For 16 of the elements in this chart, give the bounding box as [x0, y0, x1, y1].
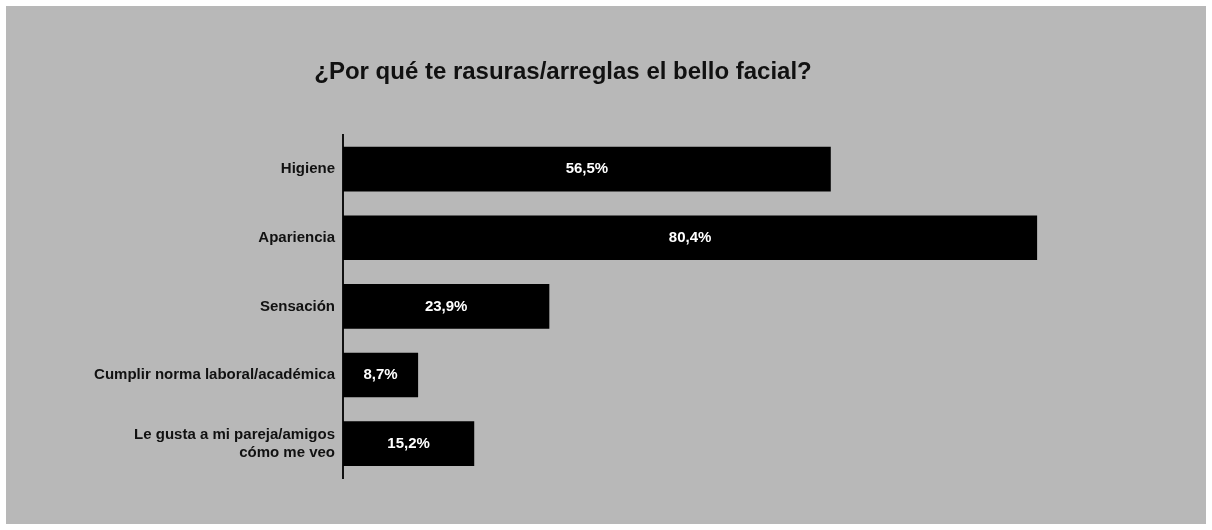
y-tick-label: Cumplir norma laboral/académica: [94, 365, 336, 383]
chart-title: ¿Por qué te rasuras/arreglas el bello facial?: [314, 57, 812, 85]
y-tick-label: Sensación: [259, 296, 335, 314]
data-label: 8,7%: [363, 365, 398, 383]
bar: [343, 215, 1038, 261]
y-tick-label: Higiene: [280, 159, 335, 177]
data-label: 80,4%: [668, 227, 712, 245]
y-tick-label: Apariencia: [258, 227, 336, 245]
data-label: 15,2%: [387, 433, 430, 451]
data-label: 23,9%: [424, 296, 468, 314]
bar: [343, 284, 550, 329]
data-label: 56,5%: [565, 159, 609, 177]
y-tick-label: Le gusta a mi pareja/amigos cómo me veo: [134, 424, 335, 460]
bar: [343, 146, 831, 192]
bar: [343, 421, 475, 466]
bar: [343, 352, 419, 398]
